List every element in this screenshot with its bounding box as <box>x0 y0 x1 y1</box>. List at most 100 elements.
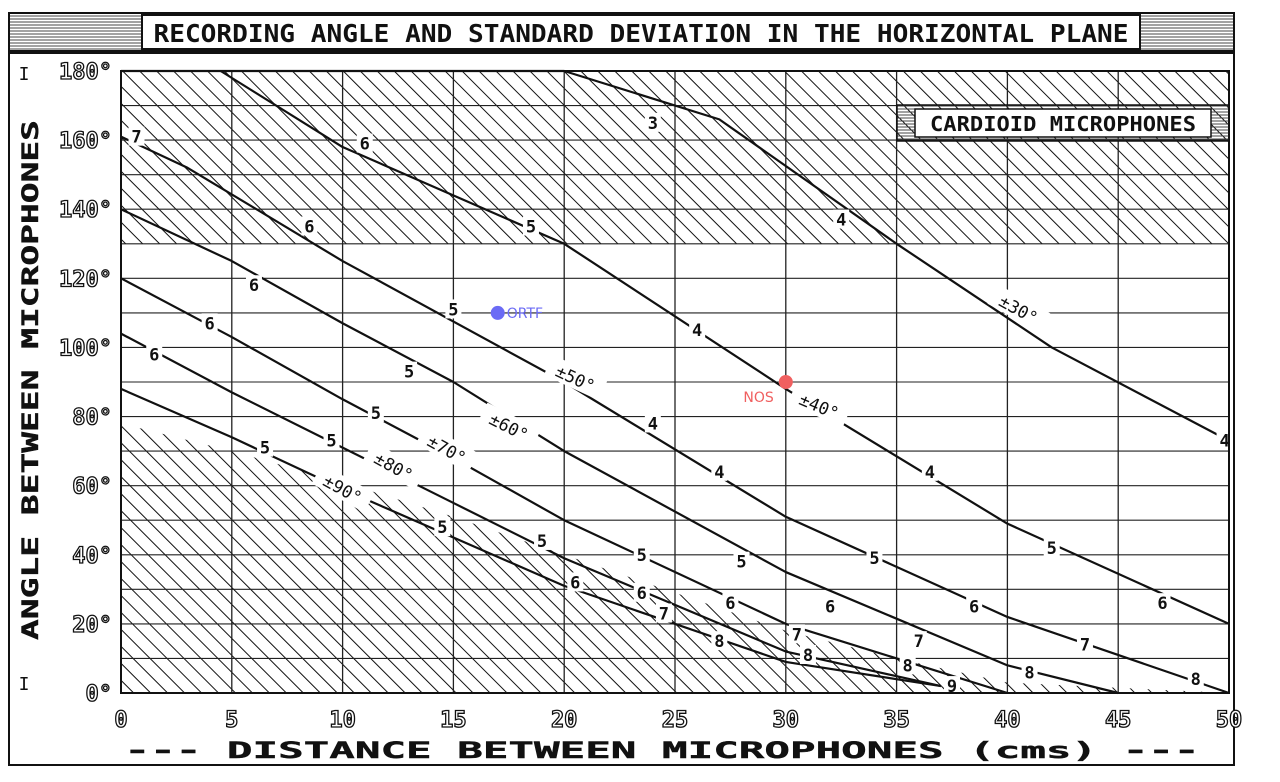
deviation-label-bg <box>644 112 661 132</box>
x-tick-label: 15 <box>440 708 467 733</box>
deviation-label: 6 <box>637 584 647 604</box>
deviation-label: 6 <box>249 276 259 296</box>
y-tick-label: 120° <box>59 267 112 292</box>
x-tick-label: 0 <box>114 708 127 733</box>
y-side-mark-top: I <box>19 64 30 85</box>
deviation-label-bg <box>367 403 384 423</box>
deviation-label: 6 <box>149 345 159 365</box>
curve-label-bg <box>987 284 1051 333</box>
deviation-label-bg <box>534 530 551 550</box>
deviation-label: 5 <box>371 404 381 424</box>
deviation-label: 6 <box>360 135 370 155</box>
deviation-label-bg <box>722 593 739 613</box>
deviation-label-bg <box>944 676 960 696</box>
x-tick-label: 45 <box>1105 708 1132 733</box>
plot-frame <box>120 70 1230 694</box>
deviation-label: 8 <box>714 632 724 652</box>
deviation-label-bg <box>711 631 728 651</box>
deviation-label-bg <box>655 603 672 623</box>
y-tick-label: 140° <box>59 198 112 223</box>
deviation-label-bg <box>301 216 318 236</box>
y-tick-label: 180° <box>59 60 112 85</box>
deviation-label-bg <box>1187 669 1204 689</box>
y-side-mark-bottom: I <box>19 674 30 695</box>
deviation-label: 8 <box>1191 670 1201 690</box>
deviation-label-bg <box>567 572 584 592</box>
deviation-label: 4 <box>648 414 658 434</box>
deviation-label: 6 <box>205 314 215 334</box>
deviation-label: 5 <box>869 549 879 569</box>
deviation-label-bg <box>633 544 650 564</box>
curve-label-bg <box>311 464 375 513</box>
deviation-label: 5 <box>1047 539 1057 559</box>
deviation-label: 4 <box>925 463 935 483</box>
deviation-label: 7 <box>131 128 141 148</box>
deviation-label-bg <box>788 624 805 644</box>
deviation-label: 5 <box>260 439 270 459</box>
annotation-label: NOS <box>743 390 773 406</box>
deviation-label-bg <box>1154 593 1171 613</box>
deviation-label: 6 <box>725 594 735 614</box>
deviation-label: 5 <box>448 300 458 320</box>
y-tick-label: 60° <box>72 475 112 500</box>
deviation-label: 4 <box>714 463 724 483</box>
series-line <box>120 332 942 688</box>
deviation-label-bg <box>323 430 340 450</box>
curve-label-bg <box>787 383 852 428</box>
annotations: ORTF NOS <box>490 305 793 406</box>
deviation-label-bg <box>1043 537 1060 557</box>
x-tick-labels: 0 5 10 15 20 25 30 35 40 45 50 <box>114 707 1243 733</box>
annotation-point <box>778 375 793 389</box>
title-box <box>141 14 1141 50</box>
curve-label: ±70° <box>415 424 479 473</box>
deviation-label: 4 <box>836 211 846 231</box>
deviation-label: 7 <box>914 632 924 652</box>
annotation-point <box>490 305 505 320</box>
deviation-label: 5 <box>437 518 447 538</box>
x-axis-label: --- DISTANCE BETWEEN MICROPHONES (cms) -… <box>125 739 1200 764</box>
x-tick-label: 5 <box>225 708 238 733</box>
deviation-label-bg <box>644 413 661 433</box>
deviation-label: 8 <box>903 656 913 676</box>
curve-label-bg <box>477 402 541 450</box>
hatched-region-lower <box>121 423 1229 693</box>
deviation-label-bg <box>633 582 650 602</box>
deviation-label-bg <box>689 320 706 340</box>
deviation-label-bg <box>522 216 539 236</box>
curve-label: ±50° <box>543 354 608 401</box>
deviation-label-bg <box>201 313 218 333</box>
curve-labels: ±30°±40°±50°±60°±70°±80°±90° <box>311 284 1051 513</box>
curve-label: ±40° <box>787 383 852 428</box>
deviation-label-bg <box>899 655 916 675</box>
deviation-label: 7 <box>1080 636 1090 656</box>
deviation-label-bg <box>833 209 850 229</box>
x-tick-label: 50 <box>1216 708 1243 733</box>
x-tick-label: 40 <box>994 708 1021 733</box>
deviation-label: 6 <box>969 598 979 618</box>
deviation-label-bg <box>445 299 462 319</box>
y-tick-label: 0° <box>86 682 113 707</box>
deviation-label: 8 <box>803 646 813 666</box>
deviation-label: 5 <box>637 546 647 566</box>
deviation-label: 3 <box>648 114 658 134</box>
curve-label-bg <box>362 441 426 490</box>
curve-label-bg <box>415 424 479 473</box>
y-tick-label: 20° <box>72 613 112 638</box>
deviation-label: 5 <box>537 532 547 552</box>
y-tick-label: 40° <box>72 544 112 569</box>
deviation-label: 4 <box>692 321 702 341</box>
deviation-label-bg <box>128 126 145 146</box>
legend-box: CARDIOID MICROPHONES <box>896 104 1230 142</box>
deviation-label-bg <box>245 275 262 295</box>
deviation-label: 7 <box>792 625 802 645</box>
x-tick-label: 10 <box>329 708 356 733</box>
deviation-label-bg <box>146 344 163 364</box>
deviation-label-bg <box>866 548 883 568</box>
deviation-label: 5 <box>526 218 536 238</box>
deviation-label-bg <box>822 596 839 616</box>
y-tick-label: 100° <box>59 336 112 361</box>
x-tick-label: 25 <box>662 708 689 733</box>
deviation-label-bg <box>401 361 418 381</box>
